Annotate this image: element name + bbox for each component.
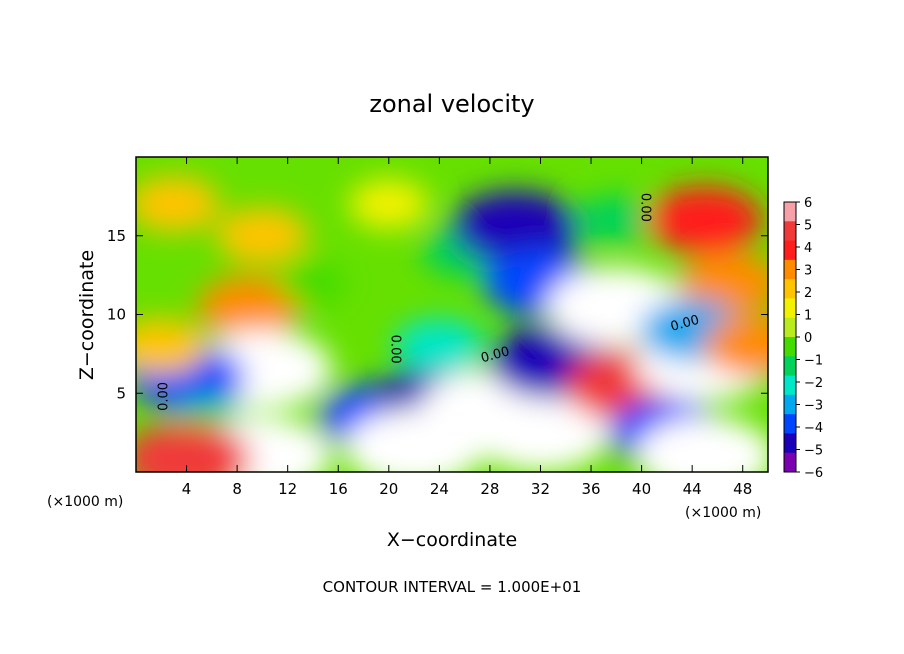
colorbar-segment-11 bbox=[784, 414, 796, 434]
colorbar-tick-label-1: 5 bbox=[804, 219, 812, 234]
heatmap-blob-18 bbox=[470, 392, 611, 472]
heatmap-field bbox=[136, 157, 768, 472]
colorbar-segment-8 bbox=[784, 356, 796, 377]
colorbar-tick-label-3: 3 bbox=[804, 264, 812, 279]
colorbar-segment-4 bbox=[784, 279, 796, 299]
colorbar-tick-label-0: 6 bbox=[804, 196, 812, 211]
colorbar-tick-label-5: 1 bbox=[804, 309, 812, 324]
colorbar-tick-label-9: −3 bbox=[804, 399, 823, 414]
heatmap-blob-4 bbox=[451, 190, 580, 265]
x-unit-left: (×1000 m) bbox=[47, 494, 123, 510]
x-tick-label-28: 28 bbox=[480, 480, 499, 498]
x-tick-label-16: 16 bbox=[329, 480, 348, 498]
colorbar-segment-9 bbox=[784, 375, 796, 396]
x-tick-label-44: 44 bbox=[683, 480, 702, 498]
colorbar-segment-3 bbox=[784, 259, 796, 280]
heatmap-blob-27 bbox=[136, 422, 251, 472]
contour-label-1: 0.00 bbox=[387, 335, 402, 364]
x-unit-right: (×1000 m) bbox=[685, 505, 761, 521]
heatmap-blob-0 bbox=[136, 176, 220, 233]
colorbar-segment-13 bbox=[784, 452, 796, 473]
x-tick-label-40: 40 bbox=[632, 480, 651, 498]
heatmap-blob-30 bbox=[703, 315, 768, 377]
contour-labels: 0.00 0.00 0.00 0.00 0.00 bbox=[157, 193, 701, 411]
x-tick-label-4: 4 bbox=[182, 480, 192, 498]
heatmap-blob-1 bbox=[216, 207, 309, 264]
contour-interval-note: CONTOUR INTERVAL = 1.000E+01 bbox=[323, 578, 582, 596]
chart-title: zonal velocity bbox=[369, 90, 534, 118]
contour-label-2: 0.00 bbox=[479, 344, 511, 366]
x-axis-label: X−coordinate bbox=[387, 529, 517, 551]
y-tick-label-10: 10 bbox=[107, 306, 126, 324]
y-tick-label-5: 5 bbox=[116, 384, 126, 402]
colorbar-segment-6 bbox=[784, 317, 796, 338]
contour-label-0: 0.00 bbox=[157, 382, 172, 411]
colorbar: 6 5 4 3 2 1 0 −1 −2 −3 −4 −5 −6 bbox=[783, 196, 823, 481]
heatmap-blob-29 bbox=[393, 318, 486, 374]
contour-label-4: 0.00 bbox=[669, 313, 701, 335]
colorbar-segment-7 bbox=[784, 337, 796, 357]
x-tick-label-20: 20 bbox=[379, 480, 398, 498]
colorbar-segment-12 bbox=[784, 433, 796, 454]
colorbar-segment-0 bbox=[784, 202, 796, 222]
y-tick-label-15: 15 bbox=[107, 227, 126, 245]
heatmap-blob-28 bbox=[278, 261, 347, 305]
x-tick-label-32: 32 bbox=[531, 480, 550, 498]
x-tick-label-12: 12 bbox=[278, 480, 297, 498]
x-tick-label-24: 24 bbox=[430, 480, 449, 498]
heatmap-blob-2 bbox=[348, 179, 429, 230]
colorbar-tick-label-2: 4 bbox=[804, 241, 812, 256]
colorbar-tick-label-11: −5 bbox=[804, 444, 823, 459]
x-tick-label-48: 48 bbox=[733, 480, 752, 498]
colorbar-tick-label-8: −2 bbox=[804, 376, 823, 391]
heatmap-blobs bbox=[136, 176, 768, 472]
colorbar-tick-label-6: 0 bbox=[804, 331, 812, 346]
colorbar-tick-label-4: 2 bbox=[804, 286, 812, 301]
x-axis-ticks: 4 8 12 16 20 24 28 32 36 40 44 48 bbox=[182, 157, 752, 498]
colorbar-tick-label-10: −4 bbox=[804, 421, 823, 436]
heatmap-blob-9 bbox=[197, 275, 302, 338]
colorbar-segment-5 bbox=[784, 298, 796, 319]
x-tick-label-8: 8 bbox=[232, 480, 242, 498]
colorbar-segment-1 bbox=[784, 221, 796, 242]
heatmap-blob-8 bbox=[678, 252, 768, 314]
contour-label-3: 0.00 bbox=[638, 193, 653, 222]
y-axis-label: Z−coordinate bbox=[76, 250, 98, 380]
colorbar-segment-10 bbox=[784, 394, 796, 415]
colorbar-tick-label-7: −1 bbox=[804, 354, 823, 369]
x-tick-label-36: 36 bbox=[581, 480, 600, 498]
y-axis-ticks: 5 10 15 bbox=[107, 227, 768, 402]
colorbar-segment-2 bbox=[784, 240, 796, 261]
heatmap-blob-25 bbox=[634, 416, 768, 472]
heatmap-blob-12 bbox=[136, 318, 208, 374]
heatmap-blob-6 bbox=[576, 195, 657, 245]
colorbar-tick-label-12: −6 bbox=[804, 466, 823, 481]
heatmap-blob-7 bbox=[646, 186, 763, 254]
